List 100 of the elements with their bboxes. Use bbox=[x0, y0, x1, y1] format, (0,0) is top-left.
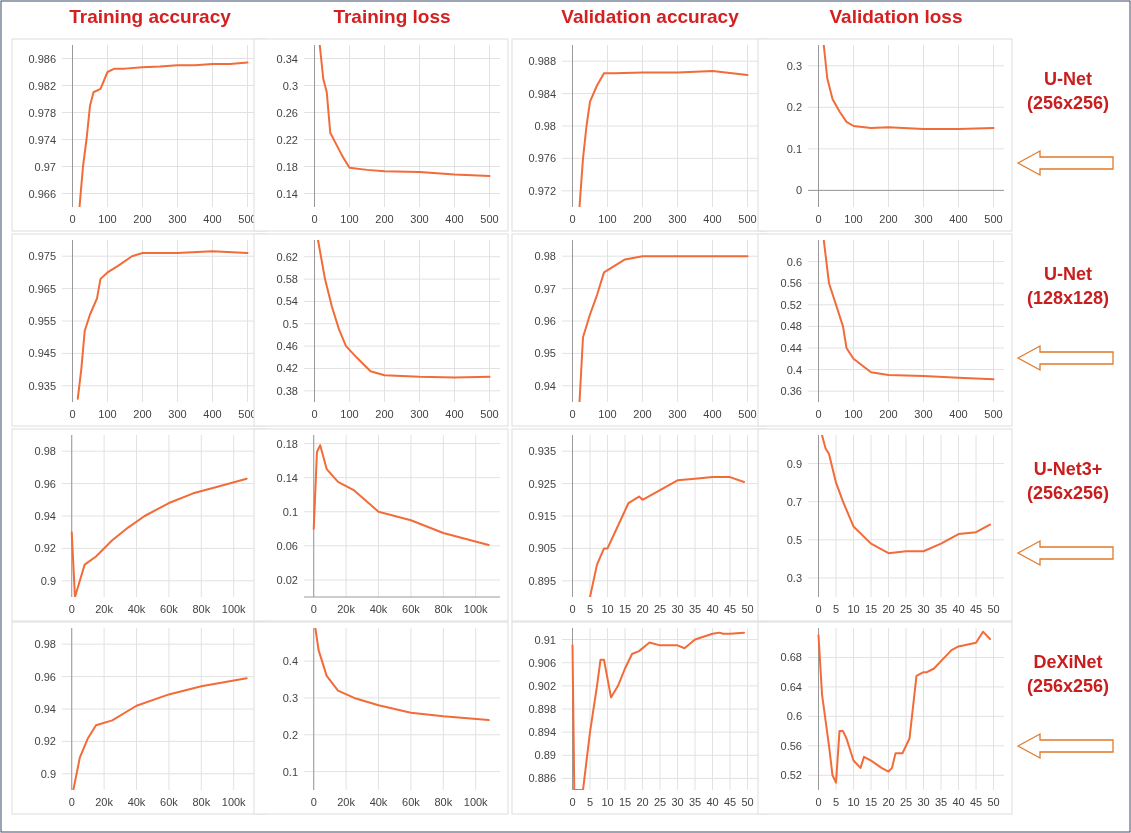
x-tick-label: 35 bbox=[688, 603, 702, 615]
y-tick-label: 0 bbox=[795, 184, 802, 197]
line-series bbox=[822, 240, 995, 381]
line-series bbox=[578, 255, 749, 402]
x-tick-label: 200 bbox=[133, 213, 152, 225]
x-tick-label: 200 bbox=[375, 213, 394, 225]
x-tick-label: 0 bbox=[311, 213, 318, 225]
line-series bbox=[822, 45, 995, 130]
x-tick-label: 100 bbox=[844, 213, 863, 225]
x-tick-label: 10 bbox=[847, 603, 860, 615]
x-tick-label: 500 bbox=[480, 213, 499, 225]
y-tick-label: 0.3 bbox=[786, 59, 802, 72]
y-tick-label: 0.966 bbox=[28, 187, 56, 200]
x-tick-label: 0 bbox=[311, 408, 318, 420]
y-tick-label: 0.3 bbox=[282, 79, 298, 92]
y-tick-label: 0.97 bbox=[534, 282, 556, 295]
line-series bbox=[318, 45, 491, 177]
y-tick-label: 0.44 bbox=[780, 342, 802, 354]
y-tick-label: 0.945 bbox=[28, 347, 56, 360]
y-tick-label: 0.98 bbox=[34, 445, 56, 458]
x-tick-label: 400 bbox=[203, 408, 222, 420]
x-tick-label: 100 bbox=[340, 408, 359, 420]
x-tick-label: 60k bbox=[160, 796, 179, 808]
x-tick-label: 0 bbox=[310, 603, 317, 615]
y-tick-label: 0.6 bbox=[786, 255, 802, 268]
y-tick-label: 0.2 bbox=[282, 728, 298, 741]
y-tick-label: 0.26 bbox=[276, 106, 298, 119]
x-tick-label: 40k bbox=[127, 796, 146, 808]
y-tick-label: 0.98 bbox=[534, 120, 556, 132]
x-tick-label: 100 bbox=[98, 408, 117, 420]
x-tick-label: 50 bbox=[987, 603, 1000, 615]
x-tick-label: 200 bbox=[879, 213, 898, 225]
y-tick-label: 0.965 bbox=[28, 282, 56, 295]
x-tick-label: 500 bbox=[738, 213, 757, 225]
y-tick-label: 0.906 bbox=[528, 656, 556, 669]
y-tick-label: 0.9 bbox=[786, 457, 802, 470]
y-tick-label: 0.4 bbox=[282, 655, 298, 668]
y-tick-label: 0.92 bbox=[34, 735, 56, 748]
x-tick-label: 30 bbox=[671, 603, 684, 615]
y-tick-label: 0.02 bbox=[276, 573, 298, 586]
y-tick-label: 0.972 bbox=[528, 184, 556, 197]
x-tick-label: 20k bbox=[337, 603, 356, 615]
line-series bbox=[821, 435, 991, 555]
x-tick-label: 80k bbox=[434, 603, 453, 615]
y-tick-label: 0.68 bbox=[780, 651, 802, 664]
line-series bbox=[571, 631, 745, 790]
y-tick-label: 0.915 bbox=[528, 510, 556, 522]
x-tick-label: 5 bbox=[586, 603, 594, 615]
x-tick-label: 0 bbox=[68, 796, 75, 808]
x-tick-label: 5 bbox=[832, 603, 840, 615]
y-tick-label: 0.95 bbox=[534, 347, 556, 360]
x-tick-label: 0 bbox=[569, 213, 576, 225]
x-tick-label: 30 bbox=[917, 796, 930, 808]
x-tick-label: 400 bbox=[703, 213, 722, 225]
x-tick-label: 400 bbox=[949, 213, 968, 225]
x-tick-label: 45 bbox=[969, 796, 983, 808]
y-tick-label: 0.7 bbox=[786, 495, 802, 508]
line-series bbox=[589, 476, 745, 597]
x-tick-label: 15 bbox=[864, 603, 878, 615]
x-tick-label: 45 bbox=[723, 796, 737, 808]
x-tick-label: 0 bbox=[569, 408, 576, 420]
x-tick-label: 300 bbox=[914, 408, 933, 420]
y-tick-label: 0.974 bbox=[28, 133, 56, 146]
x-tick-label: 500 bbox=[984, 408, 1003, 420]
x-tick-label: 200 bbox=[879, 408, 898, 420]
y-tick-label: 0.48 bbox=[780, 320, 802, 333]
y-tick-label: 0.34 bbox=[276, 52, 298, 65]
x-tick-label: 40k bbox=[369, 796, 388, 808]
x-tick-label: 60k bbox=[402, 796, 421, 808]
x-tick-label: 80k bbox=[434, 796, 453, 808]
x-tick-label: 50 bbox=[741, 796, 754, 808]
x-tick-label: 40k bbox=[369, 603, 388, 615]
y-tick-label: 0.22 bbox=[276, 133, 298, 146]
y-tick-label: 0.1 bbox=[282, 765, 298, 778]
x-tick-label: 25 bbox=[653, 603, 667, 615]
y-tick-label: 0.96 bbox=[534, 315, 556, 327]
x-tick-label: 200 bbox=[133, 408, 152, 420]
x-tick-label: 25 bbox=[653, 796, 667, 808]
y-tick-label: 0.935 bbox=[528, 445, 556, 458]
x-tick-label: 300 bbox=[668, 408, 687, 420]
x-tick-label: 20 bbox=[882, 603, 895, 615]
line-series bbox=[72, 677, 248, 790]
x-tick-label: 0 bbox=[69, 408, 76, 420]
x-tick-label: 40 bbox=[706, 603, 719, 615]
x-tick-label: 15 bbox=[618, 603, 632, 615]
text: U-Net3+ (256x256) bbox=[1026, 459, 1110, 503]
y-tick-label: 0.94 bbox=[34, 510, 56, 522]
y-tick-label: 0.46 bbox=[276, 340, 298, 353]
line-series bbox=[817, 630, 991, 784]
x-tick-label: 10 bbox=[847, 796, 860, 808]
x-tick-label: 300 bbox=[668, 213, 687, 225]
chart-title: Training loss bbox=[333, 6, 451, 27]
x-tick-label: 40k bbox=[127, 603, 146, 615]
x-tick-label: 500 bbox=[984, 213, 1003, 225]
y-tick-label: 0.56 bbox=[780, 277, 802, 290]
line-series bbox=[317, 240, 491, 379]
chart-title: Validation loss bbox=[829, 6, 963, 27]
x-tick-label: 20k bbox=[95, 603, 114, 615]
x-tick-label: 100k bbox=[463, 603, 489, 615]
y-tick-label: 0.56 bbox=[780, 739, 802, 752]
